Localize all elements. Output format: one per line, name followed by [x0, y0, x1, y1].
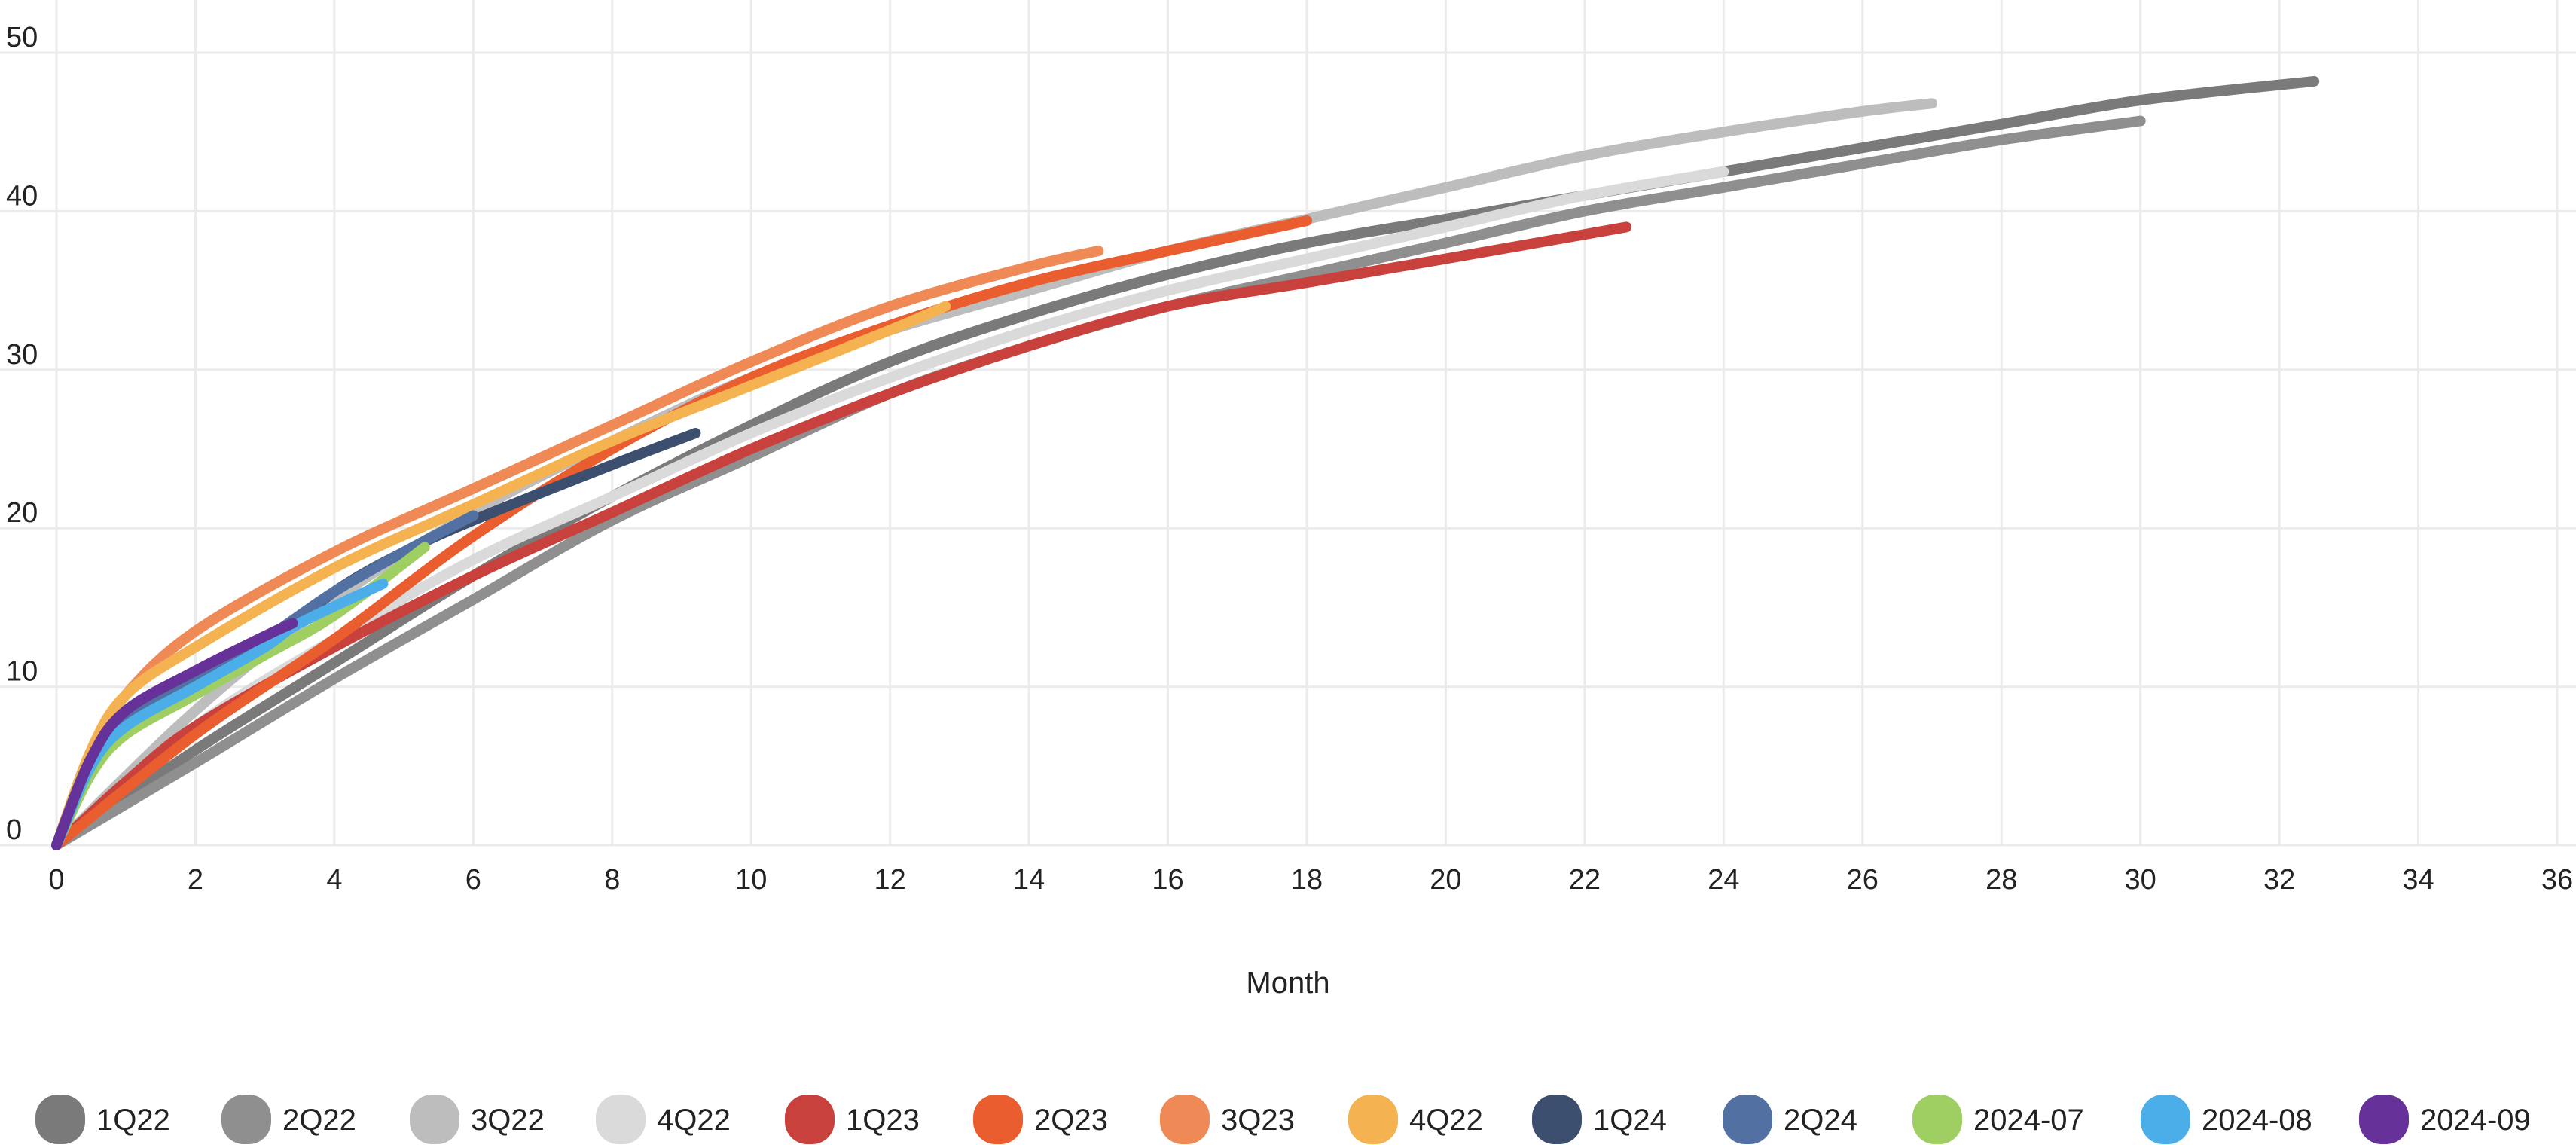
x-tick-label: 32: [2263, 864, 2295, 896]
y-tick-label: 30: [6, 339, 38, 371]
legend-label-3q23: 3Q23: [1221, 1104, 1295, 1137]
legend-swatch-3q22: [410, 1095, 459, 1144]
x-tick-label: 20: [1430, 864, 1461, 896]
legend-label-2024-09: 2024-09: [2420, 1104, 2531, 1137]
legend-label-2024-07: 2024-07: [1973, 1104, 2084, 1137]
legend-label-1q23: 1Q23: [846, 1104, 920, 1137]
legend-swatch-4q22: [596, 1095, 646, 1144]
legend-swatch-2q22: [221, 1095, 271, 1144]
series-lines: [51, 75, 2320, 850]
x-tick-label: 30: [2125, 864, 2156, 896]
x-tick-label: 2: [188, 864, 203, 896]
legend-label-3q22: 3Q22: [471, 1104, 545, 1137]
legend-swatch-2q24: [1723, 1095, 1772, 1144]
series-line-4q22: [51, 301, 951, 850]
series-line-2024-09: [51, 618, 298, 850]
legend-label-1q24: 1Q24: [1593, 1104, 1667, 1137]
legend-label-4q22: 4Q22: [657, 1104, 731, 1137]
x-tick-label: 8: [604, 864, 620, 896]
legend-swatch-1q23: [785, 1095, 835, 1144]
legend-label-1q22: 1Q22: [96, 1104, 170, 1137]
x-tick-label: 28: [1985, 864, 2017, 896]
legend-label-2q23: 2Q23: [1034, 1104, 1108, 1137]
legend-swatch-3q23: [1160, 1095, 1210, 1144]
x-tick-label: 18: [1291, 864, 1323, 896]
legend-label-2q22: 2Q22: [282, 1104, 356, 1137]
legend-label-2024-08: 2024-08: [2202, 1104, 2312, 1137]
x-tick-label: 22: [1569, 864, 1601, 896]
x-tick-label: 12: [874, 864, 906, 896]
y-tick-label: 50: [6, 22, 38, 53]
y-tick-label: 20: [6, 497, 38, 529]
legend: 1Q22 2Q22 3Q22 4Q22 1Q23 2Q23 3Q23 4Q22 1Q24 2Q24…: [35, 1095, 2531, 1144]
gridlines: [0, 0, 2576, 847]
legend-swatch-1q24: [1532, 1095, 1582, 1144]
legend-swatch-2024-08: [2141, 1095, 2190, 1144]
x-tick-label: 34: [2402, 864, 2434, 896]
legend-label-4q22: 4Q22: [1409, 1104, 1483, 1137]
legend-swatch-4q22: [1348, 1095, 1398, 1144]
x-tick-label: 36: [2541, 864, 2573, 896]
legend-swatch-2024-09: [2359, 1095, 2409, 1144]
x-tick-label: 6: [465, 864, 481, 896]
x-tick-label: 24: [1708, 864, 1739, 896]
x-axis-title: Month: [1246, 966, 1329, 1000]
legend-swatch-2q23: [973, 1095, 1023, 1144]
series-line-3q22: [51, 98, 1937, 850]
series-line-2q22: [51, 115, 2146, 850]
x-tick-label: 10: [735, 864, 767, 896]
y-tick-label: 40: [6, 180, 38, 212]
y-tick-label: 10: [6, 656, 38, 688]
legend-label-2q24: 2Q24: [1784, 1104, 1857, 1137]
legend-swatch-2024-07: [1912, 1095, 1962, 1144]
x-tick-label: 16: [1152, 864, 1183, 896]
legend-swatch-1q22: [35, 1095, 85, 1144]
x-tick-label: 0: [48, 864, 64, 896]
y-tick-label: 0: [6, 814, 22, 846]
axis-ticks: 0 2 4 6 8 10 12 14 16 18 20 22 24 26 28 30 32 34 360102030…: [6, 22, 2573, 896]
x-tick-label: 26: [1847, 864, 1879, 896]
series-line-1q22: [51, 75, 2320, 850]
x-tick-label: 4: [326, 864, 342, 896]
x-tick-label: 14: [1013, 864, 1045, 896]
